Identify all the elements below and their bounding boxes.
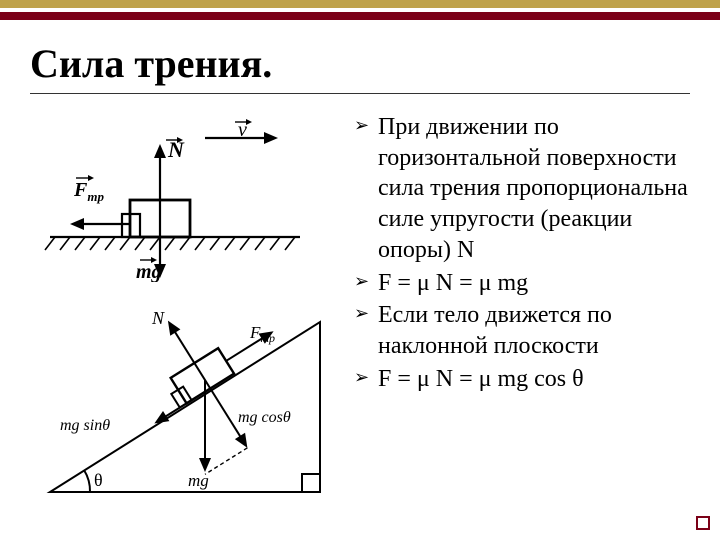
diagram-horizontal: v N Fтр mg xyxy=(30,112,340,282)
label-N2: N xyxy=(151,308,165,328)
bullet-item: Если тело движется по наклонной плоскост… xyxy=(350,300,690,361)
slide-title: Сила трения. xyxy=(30,40,690,94)
label-Ftr: Fтр xyxy=(73,179,104,204)
label-N: N xyxy=(167,137,185,162)
bullet-list: При движении по горизонтальной поверхнос… xyxy=(350,112,690,394)
label-mgsin: mg sinθ xyxy=(60,417,110,434)
bullet-item: F = μ N = μ mg xyxy=(350,268,690,299)
diagram-inclined: θ N Fтр mg sinθ mg cosθ mg xyxy=(30,282,340,512)
bar-gold xyxy=(0,0,720,8)
bullet-item: F = μ N = μ mg cos θ xyxy=(350,364,690,395)
header-bars xyxy=(0,0,720,20)
text-column: При движении по горизонтальной поверхнос… xyxy=(350,112,690,512)
corner-marker xyxy=(696,516,710,530)
label-Ftr2: Fтр xyxy=(249,323,275,345)
label-mg2: mg xyxy=(188,471,209,490)
bullet-item: При движении по горизонтальной поверхнос… xyxy=(350,112,690,266)
label-mgcos: mg cosθ xyxy=(238,409,291,426)
diagrams-column: v N Fтр mg xyxy=(30,112,340,512)
label-mg: mg xyxy=(136,261,162,282)
label-v: v xyxy=(238,119,247,141)
bar-maroon xyxy=(0,12,720,20)
label-theta: θ xyxy=(94,470,103,490)
